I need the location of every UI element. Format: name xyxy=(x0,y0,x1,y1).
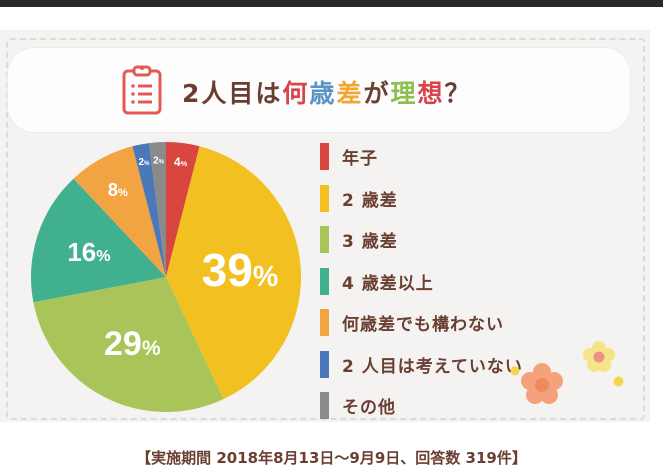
slice-label: 39% xyxy=(202,244,279,296)
top-bar xyxy=(0,0,663,7)
legend-item: 3 歳差 xyxy=(320,226,523,253)
pie-slice xyxy=(31,178,167,303)
legend-item: 2 歳差 xyxy=(320,184,523,212)
legend-label: その他 xyxy=(342,398,396,418)
survey-period-note: 【実施期間 2018年8月13日～9月9日、回答数 319件】 xyxy=(136,449,527,467)
legend-swatch xyxy=(320,226,329,253)
legend-swatch xyxy=(320,143,329,170)
title-part: 何 xyxy=(282,79,310,108)
title-part: ？ xyxy=(444,79,472,108)
slice-label: 2% xyxy=(138,157,150,168)
title-part: 2人目は xyxy=(182,79,283,108)
legend-label: 3 歳差 xyxy=(342,232,398,252)
title-part: 差 xyxy=(336,79,364,108)
legend-swatch xyxy=(320,392,329,419)
dashed-border xyxy=(6,38,645,420)
legend-label: 年子 xyxy=(342,149,378,169)
legend-label: 何歳差でも構わない xyxy=(342,315,504,335)
title-part: 理 xyxy=(390,79,418,108)
legend-item: その他 xyxy=(320,392,523,419)
legend: 年子 2 歳差 3 歳差 4 歳差以上何歳差でも構わない 2 人目は考えていない その他 xyxy=(320,143,523,434)
legend-item: 2 人目は考えていない xyxy=(320,350,523,378)
clipboard-list-icon xyxy=(122,65,162,115)
legend-swatch xyxy=(320,350,329,378)
flower-decoration-icon xyxy=(521,363,563,404)
pie-slice xyxy=(132,143,166,277)
slice-label: 16% xyxy=(67,237,110,267)
legend-swatch xyxy=(320,184,329,212)
pie-slice xyxy=(166,142,200,277)
slice-label: 29% xyxy=(104,325,161,363)
legend-label: 4 歳差以上 xyxy=(342,273,434,294)
pie-chart: 4% 39% 29% 16% 8% 2% 2% xyxy=(31,142,301,412)
title-part: 想 xyxy=(417,79,445,108)
legend-swatch xyxy=(320,309,329,336)
legend-item: 4 歳差以上 xyxy=(320,267,523,295)
title-part: 歳 xyxy=(309,79,337,108)
title-part: が xyxy=(363,79,391,108)
chart-title: 2人目は何歳差が理想？ xyxy=(182,74,472,110)
slice-label: 2% xyxy=(153,155,165,166)
pie-slice xyxy=(149,142,166,277)
legend-swatch xyxy=(320,267,329,295)
pie-slice xyxy=(73,146,166,277)
legend-item: 何歳差でも構わない xyxy=(320,309,523,336)
flower-decoration-icon xyxy=(583,341,615,372)
pie-slice xyxy=(33,277,224,412)
legend-label: 2 歳差 xyxy=(342,190,398,211)
slice-label: 8% xyxy=(108,180,128,200)
legend-item: 年子 xyxy=(320,143,523,170)
slice-label: 4% xyxy=(174,155,188,169)
dot-decoration-icon xyxy=(510,366,520,376)
pie-slice xyxy=(166,146,301,400)
title-banner xyxy=(8,48,630,132)
legend-label: 2 人目は考えていない xyxy=(342,356,523,377)
dot-decoration-icon xyxy=(613,376,624,387)
